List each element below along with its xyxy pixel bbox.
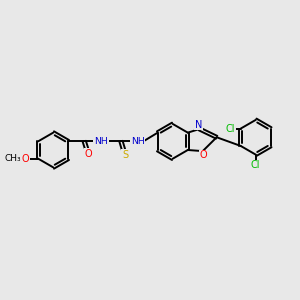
- Text: Cl: Cl: [251, 160, 260, 170]
- Text: O: O: [22, 154, 29, 164]
- Text: N: N: [195, 120, 202, 130]
- Text: O: O: [200, 150, 207, 161]
- Text: S: S: [122, 150, 128, 160]
- Text: O: O: [85, 149, 92, 159]
- Text: CH₃: CH₃: [5, 154, 22, 163]
- Text: Cl: Cl: [225, 124, 235, 134]
- Text: NH: NH: [94, 137, 108, 146]
- Text: NH: NH: [131, 137, 145, 146]
